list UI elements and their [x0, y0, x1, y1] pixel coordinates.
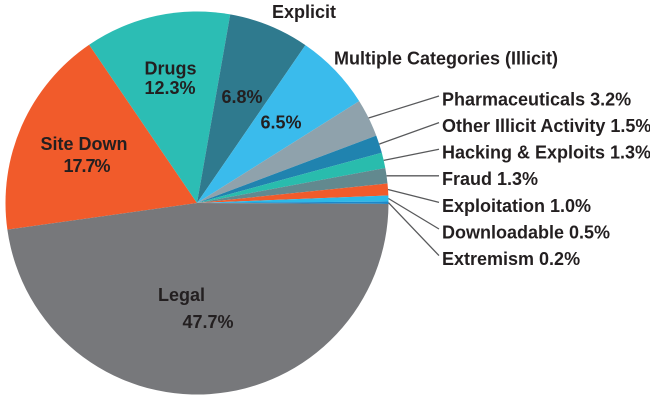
svg-text:6.5%: 6.5%: [260, 113, 301, 133]
svg-text:Fraud 1.3%: Fraud 1.3%: [442, 169, 538, 189]
svg-text:Downloadable 0.5%: Downloadable 0.5%: [442, 222, 610, 242]
svg-text:Explicit: Explicit: [272, 2, 336, 22]
svg-text:Drugs: Drugs: [144, 59, 196, 79]
svg-text:Extremism 0.2%: Extremism 0.2%: [442, 249, 580, 269]
svg-text:Exploitation 1.0%: Exploitation 1.0%: [442, 196, 591, 216]
svg-text:47.7%: 47.7%: [182, 312, 233, 332]
svg-text:12.3%: 12.3%: [144, 78, 195, 98]
svg-text:6.8%: 6.8%: [221, 87, 262, 107]
svg-text:Hacking & Exploits 1.3%: Hacking & Exploits 1.3%: [442, 143, 650, 163]
svg-text:Multiple Categories (Illicit): Multiple Categories (Illicit): [334, 49, 558, 69]
svg-text:Legal: Legal: [158, 285, 205, 305]
svg-text:Pharmaceuticals 3.2%: Pharmaceuticals 3.2%: [442, 89, 631, 109]
svg-text:Other Illicit Activity 1.5%: Other Illicit Activity 1.5%: [442, 116, 650, 136]
svg-text:Site Down: Site Down: [40, 134, 127, 154]
svg-text:17.7%: 17.7%: [63, 156, 110, 176]
